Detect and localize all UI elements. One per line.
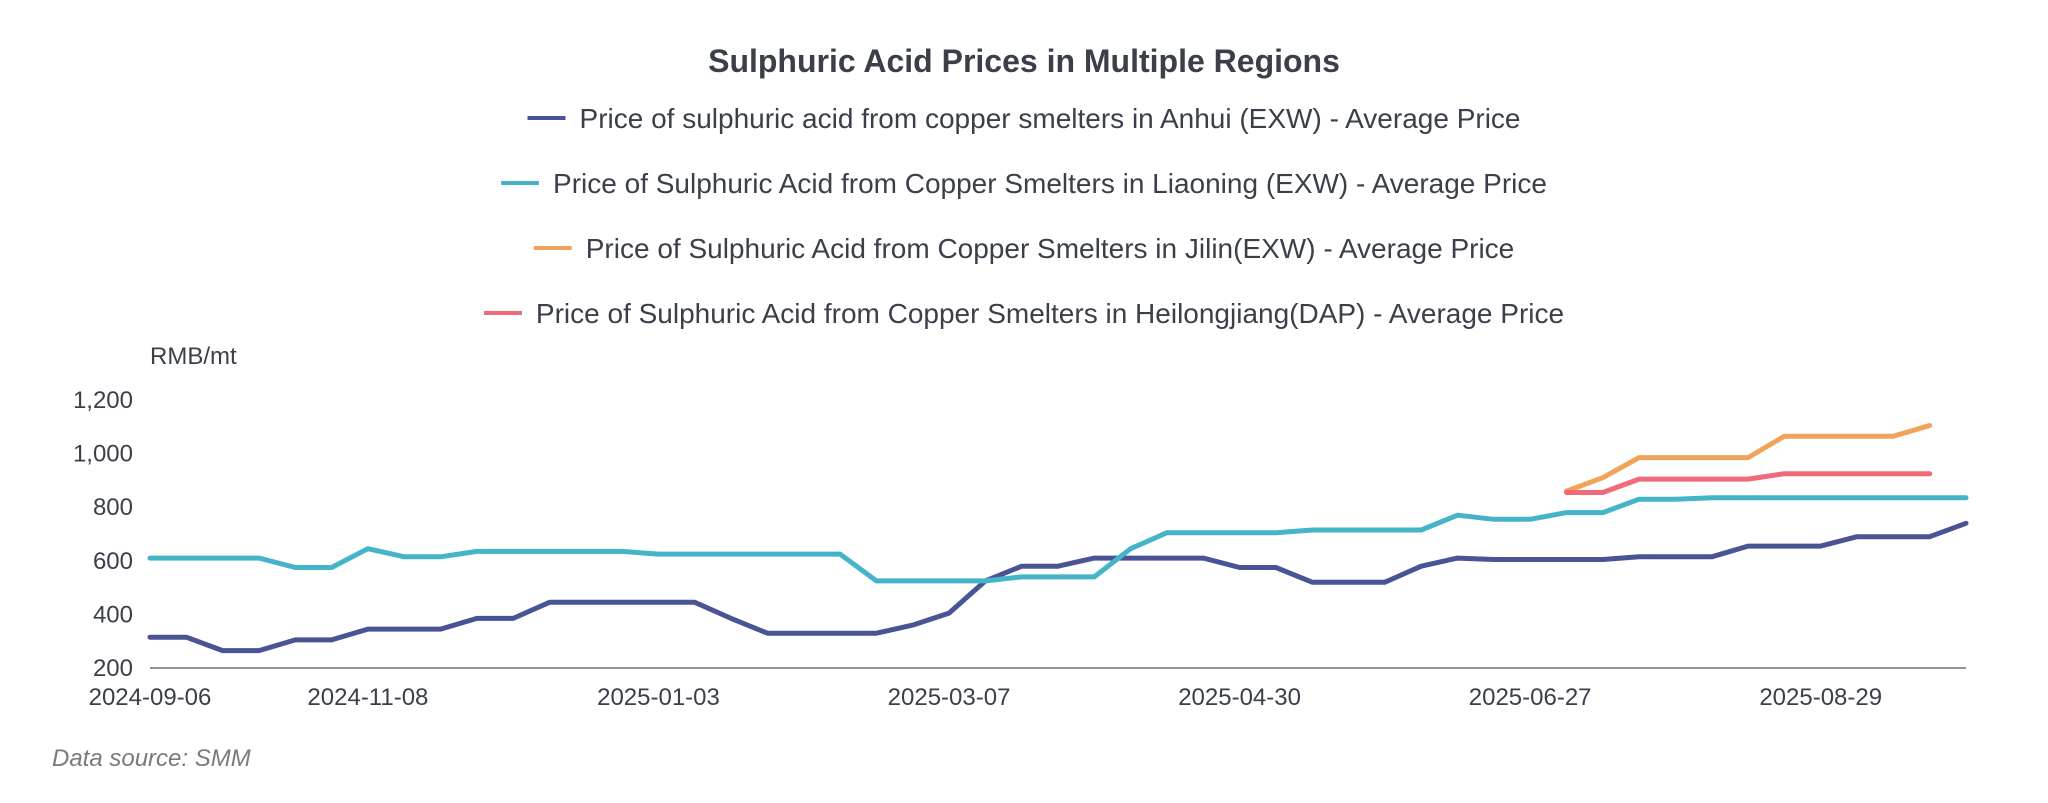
y-tick-label: 800 xyxy=(93,494,133,521)
legend-label: Price of Sulphuric Acid from Copper Smel… xyxy=(586,233,1514,264)
x-tick-label: 2025-04-30 xyxy=(1178,684,1301,711)
series-line-3[interactable] xyxy=(1564,423,1933,494)
x-tick-label: 2025-03-07 xyxy=(888,684,1011,711)
x-axis: 2024-09-06 2024-11-08 2025-01-03 2025-03-07… xyxy=(89,667,1966,711)
y-axis: 200 400 600 800 1,000 1,200 xyxy=(73,387,133,682)
x-tick-label: 2024-11-08 xyxy=(307,684,428,711)
data-source-label: Data source: SMM xyxy=(52,745,251,772)
chart-title: Sulphuric Acid Prices in Multiple Region… xyxy=(708,43,1340,79)
legend-label: Price of sulphuric acid from copper smel… xyxy=(580,103,1521,134)
legend-item[interactable]: Price of Sulphuric Acid from Copper Smel… xyxy=(501,168,1547,199)
series-line-2[interactable] xyxy=(147,495,1969,584)
y-tick-label: 600 xyxy=(93,548,133,575)
legend-item[interactable]: Price of Sulphuric Acid from Copper Smel… xyxy=(533,233,1514,264)
legend-item[interactable]: Price of Sulphuric Acid from Copper Smel… xyxy=(483,298,1564,329)
y-tick-label: 200 xyxy=(93,655,133,682)
y-tick-label: 1,000 xyxy=(73,441,133,468)
legend: Price of sulphuric acid from copper smel… xyxy=(483,103,1564,329)
x-tick-label: 2025-06-27 xyxy=(1469,684,1592,711)
plot-area xyxy=(147,423,1969,654)
y-axis-unit-label: RMB/mt xyxy=(150,343,237,370)
legend-label: Price of Sulphuric Acid from Copper Smel… xyxy=(536,298,1564,329)
x-tick-label: 2025-01-03 xyxy=(597,684,720,711)
y-tick-label: 400 xyxy=(93,601,133,628)
series-line-1[interactable] xyxy=(147,520,1969,654)
legend-label: Price of Sulphuric Acid from Copper Smel… xyxy=(553,168,1547,199)
x-tick-label: 2024-09-06 xyxy=(89,684,212,711)
series-line-4[interactable] xyxy=(1564,471,1933,495)
x-tick-label: 2025-08-29 xyxy=(1759,684,1882,711)
legend-item[interactable]: Price of sulphuric acid from copper smel… xyxy=(527,103,1521,134)
y-tick-label: 1,200 xyxy=(73,387,133,414)
